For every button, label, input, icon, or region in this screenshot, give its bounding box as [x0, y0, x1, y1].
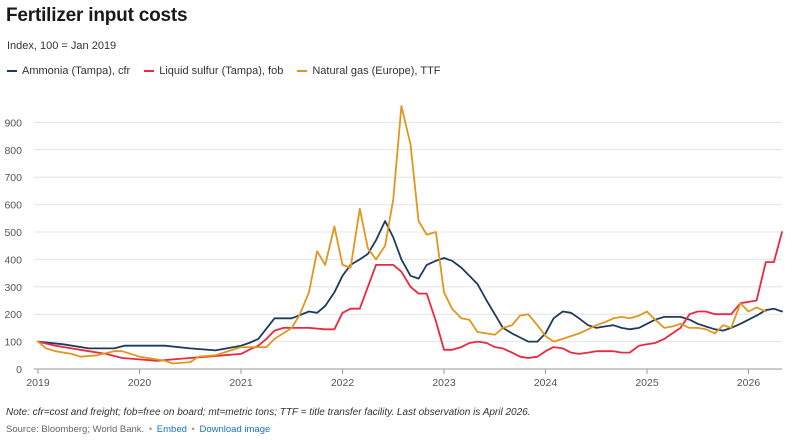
source-line: Source: Bloomberg; World Bank. • Embed •…: [6, 424, 270, 435]
y-tick-label: 700: [4, 172, 22, 184]
legend-swatch-natural-gas: [297, 70, 308, 72]
y-tick-label: 500: [4, 227, 22, 239]
y-tick-label: 400: [4, 254, 22, 266]
x-tick-label: 2026: [737, 377, 761, 389]
y-tick-label: 600: [4, 200, 22, 212]
y-tick-label: 900: [4, 117, 22, 129]
x-tick-label: 2019: [26, 377, 50, 389]
x-tick-label: 2021: [229, 377, 253, 389]
y-tick-label: 100: [4, 337, 22, 349]
embed-link[interactable]: Embed: [156, 424, 187, 435]
series-lines: [37, 105, 783, 365]
chart-title: Fertilizer input costs: [6, 5, 188, 26]
chart-note: Note: cfr=cost and freight; fob=free on …: [6, 407, 531, 418]
y-tick-label: 800: [4, 145, 22, 157]
legend-label-sulfur: Liquid sulfur (Tampa), fob: [159, 65, 284, 77]
x-tick-label: 2023: [432, 377, 456, 389]
separator-2: •: [191, 424, 195, 435]
x-tick-label: 2020: [128, 377, 152, 389]
x-tick-label: 2024: [534, 377, 558, 389]
legend-item-ammonia: Ammonia (Tampa), cfr: [7, 65, 130, 77]
line-chart: 0 100 200 300 400 500 600 700 800 900 2019 2020 202…: [4, 105, 783, 389]
legend-swatch-sulfur: [144, 70, 155, 72]
y-axis: 0 100 200 300 400 500 600 700 800 900: [4, 117, 22, 376]
x-axis: 2019 2020 2021 2022 2023 2024 2025 2026: [26, 369, 760, 389]
legend-swatch-ammonia: [7, 70, 17, 72]
y-tick-label: 0: [16, 364, 22, 376]
legend-item-sulfur: Liquid sulfur (Tampa), fob: [144, 65, 283, 77]
separator-1: •: [148, 424, 153, 435]
series-line-natural-gas: [37, 105, 767, 365]
chart-subtitle: Index, 100 = Jan 2019: [7, 40, 117, 52]
series-line-sulfur: [37, 231, 783, 362]
legend-label-natural-gas: Natural gas (Europe), TTF: [312, 65, 441, 77]
source-text: Source: Bloomberg; World Bank.: [6, 424, 145, 435]
download-image-link[interactable]: Download image: [199, 424, 271, 435]
legend-label-ammonia: Ammonia (Tampa), cfr: [22, 65, 131, 77]
x-tick-label: 2025: [635, 377, 659, 389]
x-tick-label: 2022: [331, 377, 355, 389]
y-tick-label: 300: [4, 282, 22, 294]
chart-legend: Ammonia (Tampa), cfr Liquid sulfur (Tamp…: [7, 65, 441, 77]
series-line-ammonia: [37, 220, 783, 352]
chart-grid: [34, 121, 782, 370]
legend-item-natural-gas: Natural gas (Europe), TTF: [297, 65, 441, 77]
y-tick-label: 200: [4, 309, 22, 321]
